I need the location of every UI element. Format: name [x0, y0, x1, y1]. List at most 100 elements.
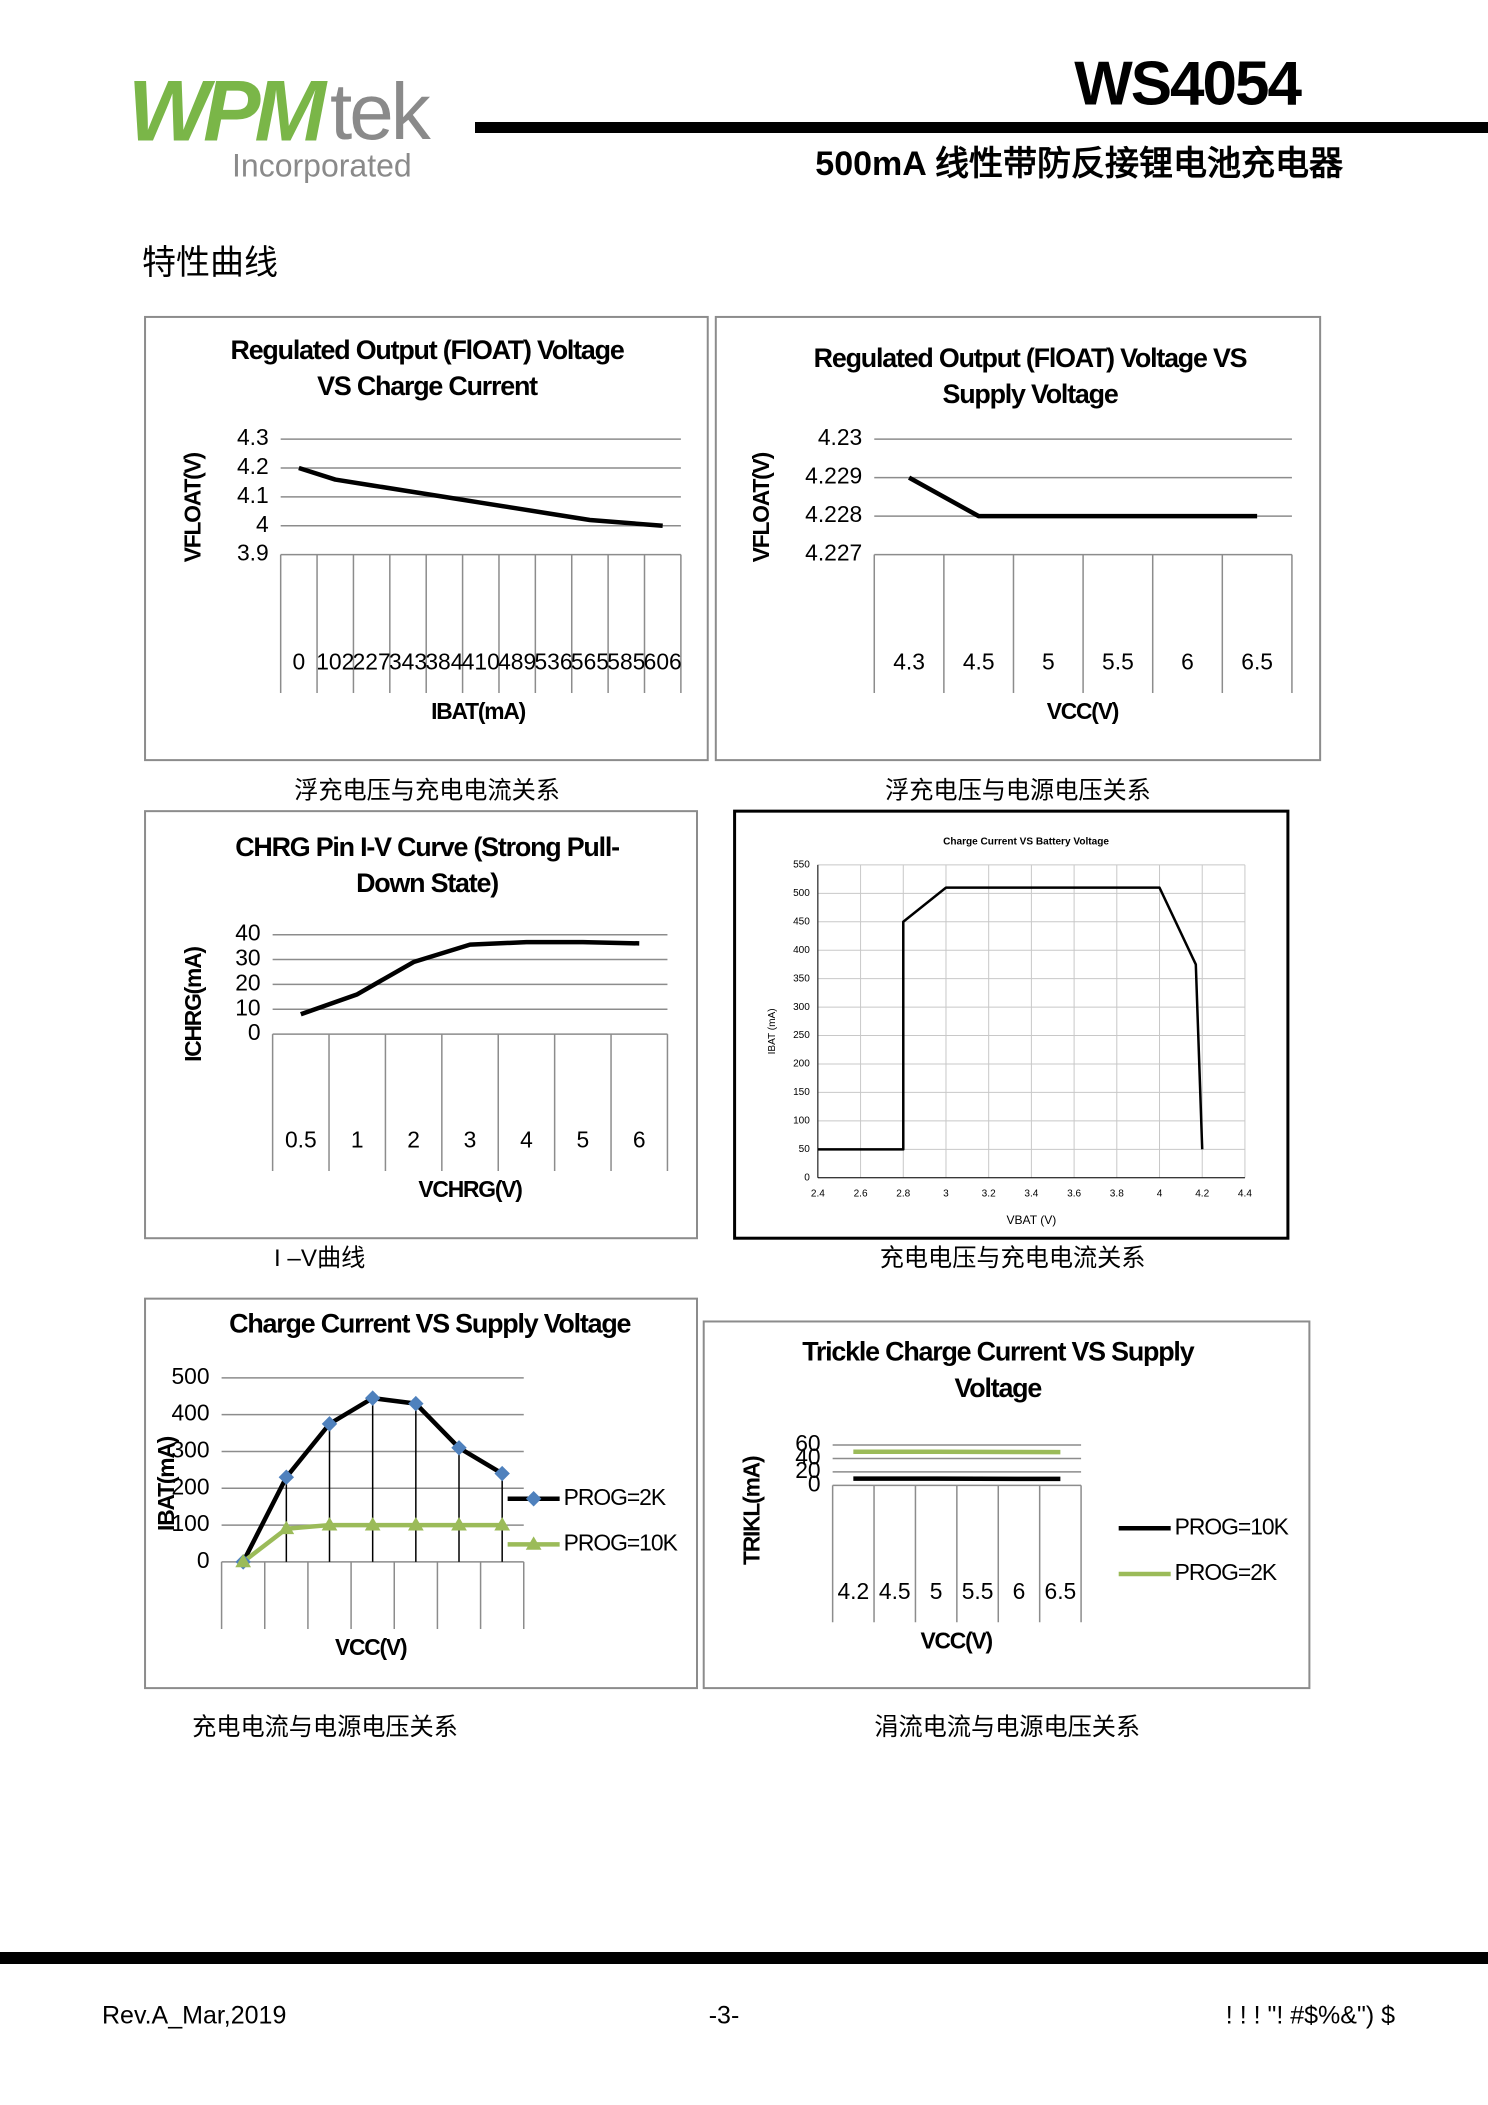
x-tick-label: 2.6 — [854, 1188, 868, 1199]
footer-revision: Rev.A_Mar,2019 — [102, 2002, 286, 2030]
x-tick-label: 3.2 — [982, 1188, 996, 1199]
y-tick-label: 200 — [171, 1473, 209, 1499]
y-tick-label: 100 — [793, 1116, 810, 1127]
y-tick-label: 40 — [795, 1443, 820, 1469]
legend-marker — [525, 1536, 542, 1550]
y-tick-label: 400 — [171, 1400, 209, 1426]
y-tick-label: 40 — [235, 920, 260, 946]
data-point — [235, 1553, 252, 1568]
x-tick-label: 5.5 — [962, 1578, 994, 1604]
y-axis-label: VFLOAT(V) — [180, 452, 206, 562]
x-tick-label: 3 — [464, 1127, 477, 1153]
data-point — [321, 1416, 338, 1432]
data-point — [494, 1465, 510, 1482]
x-tick-label: 6.5 — [1045, 1578, 1077, 1604]
x-tick-label: 384 — [425, 648, 463, 674]
legend-label: PROG=10K — [1175, 1513, 1289, 1539]
x-tick-label: 585 — [607, 648, 645, 674]
data-point — [364, 1390, 381, 1406]
x-tick-label: 1 — [351, 1127, 364, 1153]
x-tick-label: 227 — [353, 648, 391, 674]
legend-label: PROG=2K — [1175, 1559, 1277, 1585]
y-axis-label: IBAT(mA) — [153, 1436, 179, 1531]
footer-code: ! ! ! "! #$%&") $ — [1226, 2002, 1395, 2030]
y-tick-label: 60 — [795, 1430, 820, 1456]
data-point — [321, 1517, 338, 1531]
data-point — [494, 1517, 511, 1531]
y-tick-label: 4.3 — [237, 424, 269, 450]
x-tick-label: 5 — [930, 1578, 943, 1604]
chart-title: CHRG Pin I-V Curve (Strong Pull-Down Sta… — [235, 832, 619, 898]
y-tick-label: 0 — [804, 1172, 810, 1183]
y-axis-label: VFLOAT(V) — [748, 452, 774, 562]
y-tick-label: 300 — [171, 1437, 209, 1463]
x-tick-label: 4 — [520, 1127, 533, 1153]
logo-mark: WPM — [128, 64, 329, 160]
x-tick-label: 0 — [293, 648, 306, 674]
x-axis-label: VCC(V) — [920, 1627, 992, 1653]
chart-title: Regulated Output (FlOAT) Voltage VS Suppl… — [814, 343, 1247, 409]
data-line — [300, 939, 640, 1017]
x-tick-label: 6 — [1013, 1578, 1026, 1604]
y-tick-label: 350 — [793, 973, 810, 984]
y-axis-label: IBAT (mA) — [767, 1008, 778, 1054]
x-axis-label: IBAT(mA) — [431, 698, 526, 724]
data-point — [451, 1517, 467, 1531]
data-point — [407, 1517, 424, 1531]
y-tick-label: 4.228 — [805, 501, 862, 527]
y-tick-label: 50 — [799, 1144, 811, 1155]
y-axis-label: ICHRG(mA) — [180, 947, 206, 1062]
x-tick-label: 4.5 — [963, 648, 995, 674]
y-tick-label: 150 — [793, 1087, 810, 1098]
y-tick-label: 500 — [171, 1363, 209, 1389]
chart-frame — [702, 1320, 1311, 1690]
x-tick-label: 5 — [1042, 648, 1055, 674]
x-tick-label: 6.5 — [1241, 648, 1273, 674]
chart-frame — [144, 810, 698, 1240]
legend-marker — [525, 1491, 542, 1507]
legend-label: PROG=2K — [564, 1484, 666, 1510]
y-tick-label: 550 — [793, 860, 810, 871]
x-tick-label: 4.2 — [837, 1578, 869, 1604]
chart-frame — [733, 809, 1290, 1240]
logo-suffix: tek — [330, 67, 432, 156]
y-tick-label: 20 — [795, 1457, 820, 1483]
chart-caption: 涓流电流与电源电压关系 — [874, 1714, 1140, 1741]
y-tick-label: 0 — [808, 1470, 821, 1496]
x-tick-label: 0.5 — [285, 1127, 317, 1153]
x-axis-label: VCHRG(V) — [418, 1176, 522, 1202]
x-tick-label: 489 — [498, 648, 536, 674]
data-point — [451, 1440, 467, 1456]
x-tick-label: 4.2 — [1195, 1188, 1209, 1199]
x-axis-label: VBAT (V) — [1006, 1213, 1056, 1227]
y-tick-label: 400 — [793, 945, 810, 956]
x-axis-label: VCC(V) — [335, 1634, 407, 1660]
y-tick-label: 0 — [248, 1019, 261, 1045]
x-tick-label: 606 — [644, 648, 682, 674]
part-number: WS4054 — [1074, 49, 1302, 118]
chart-title: Trickle Charge Current VS Supply Voltage — [802, 1337, 1194, 1403]
x-tick-label: 3.6 — [1067, 1188, 1081, 1199]
y-tick-label: 30 — [235, 945, 260, 971]
y-tick-label: 4.229 — [805, 463, 862, 489]
chart-caption: 充电电流与电源电压关系 — [192, 1714, 458, 1741]
data-line — [817, 886, 1204, 1151]
y-tick-label: 250 — [793, 1030, 810, 1041]
y-tick-label: 4.2 — [237, 453, 269, 479]
x-tick-label: 3.8 — [1110, 1188, 1124, 1199]
y-tick-label: 500 — [793, 888, 810, 899]
chart-title: Charge Current VS Supply Voltage — [229, 1309, 631, 1339]
x-tick-label: 565 — [571, 648, 609, 674]
y-tick-label: 300 — [793, 1002, 810, 1013]
x-tick-label: 4.4 — [1238, 1188, 1252, 1199]
chart-caption: I –V曲线 — [274, 1245, 365, 1272]
y-tick-label: 4 — [256, 511, 269, 537]
x-tick-label: 2.4 — [811, 1188, 825, 1199]
data-point — [278, 1520, 295, 1535]
y-tick-label: 20 — [235, 969, 260, 995]
footer-page: -3- — [709, 2002, 740, 2030]
x-tick-label: 343 — [389, 648, 427, 674]
x-tick-label: 4 — [1157, 1188, 1163, 1199]
x-tick-label: 536 — [534, 648, 572, 674]
legend-label: PROG=10K — [564, 1529, 678, 1555]
